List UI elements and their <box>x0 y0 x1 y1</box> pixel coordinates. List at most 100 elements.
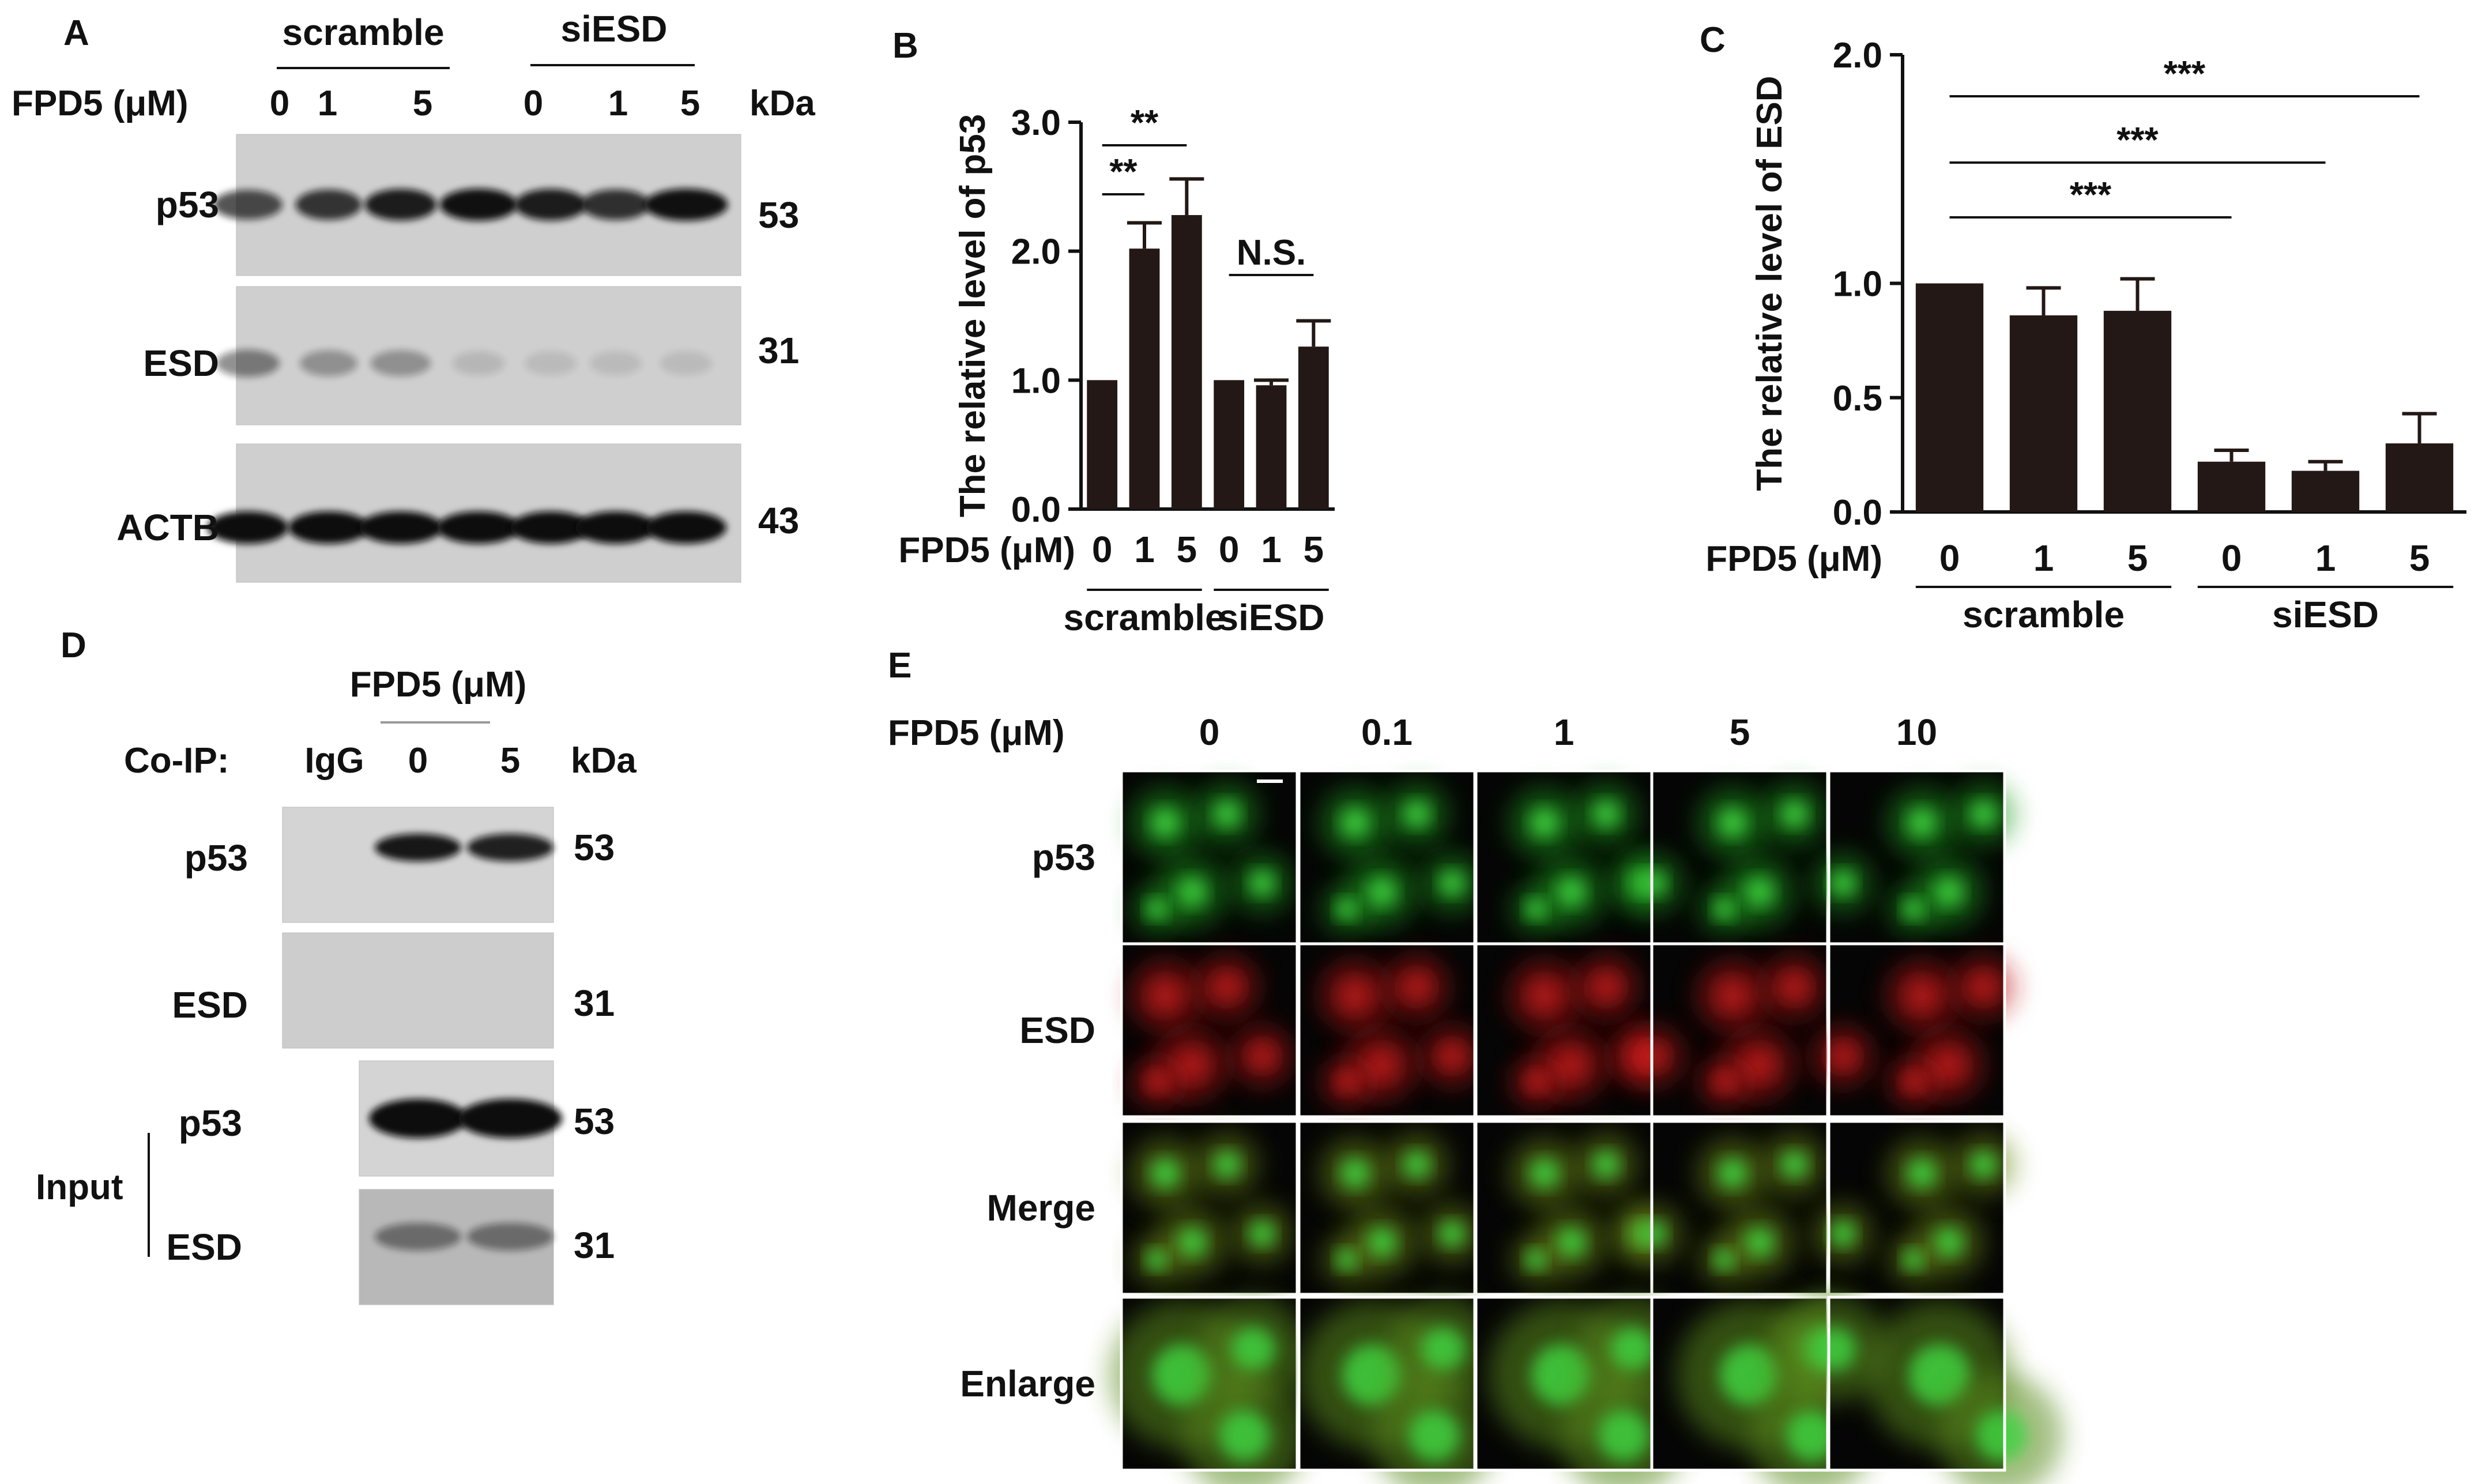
nucleus <box>1525 1249 1546 1270</box>
nucleus <box>1402 973 1432 1001</box>
micrograph-p53-0 <box>1120 769 1299 946</box>
nucleus <box>1146 1249 1167 1270</box>
nucleus <box>1150 808 1180 838</box>
nucleus <box>1421 1327 1466 1372</box>
nucleus <box>1830 871 1856 896</box>
significance-label-2: N.S. <box>1237 233 1306 273</box>
input-label: Input <box>36 1167 123 1207</box>
nucleus <box>1408 1410 1460 1462</box>
nucleus <box>1786 1410 1838 1462</box>
nucleus <box>1146 899 1167 920</box>
d-band <box>375 834 461 861</box>
group-label-siesd: siESD <box>561 8 668 50</box>
nucleus <box>1530 808 1560 838</box>
micrograph-p53-4 <box>1813 769 2016 946</box>
x-tick-label-1: 1 <box>1134 529 1155 570</box>
band <box>439 189 518 221</box>
nucleus <box>1177 1227 1207 1257</box>
band <box>644 189 728 221</box>
band <box>590 351 642 375</box>
nucleus <box>1176 1049 1208 1081</box>
nucleus <box>1177 877 1207 907</box>
e-dose-3: 5 <box>1730 711 1750 753</box>
panel-b: B 0.0 1.0 2.0 3.0 The relative level of p53 0… <box>892 26 1335 638</box>
nucleus <box>1598 1410 1650 1462</box>
d-band <box>467 834 553 861</box>
bar-1 <box>1129 248 1160 509</box>
nucleus <box>1403 1151 1430 1178</box>
y-tick-label-2: 1.0 <box>1833 265 1882 304</box>
chart-c: 0.0 0.5 1.0 2.0 The relative level of ESD 0 1 5… <box>1705 36 2466 635</box>
dose-label: FPD5 (μM) <box>12 84 189 123</box>
dose-5: 5 <box>680 84 700 123</box>
micrograph-border <box>1120 942 1299 1118</box>
nucleus <box>1780 973 1809 1001</box>
kda-31: 31 <box>758 330 799 371</box>
band <box>575 511 656 544</box>
bar-3 <box>2197 461 2266 512</box>
nucleus <box>1744 877 1774 907</box>
band <box>514 189 587 221</box>
d-blots: p53 53 ESD 31 p53 53 ESD 31 <box>166 807 615 1305</box>
y-axis-label: The relative level of p53 <box>953 114 993 518</box>
x-tick-label-1: 1 <box>2033 537 2054 579</box>
nucleus <box>1903 899 1924 920</box>
group-label-scramble: scramble <box>282 12 444 53</box>
nucleus <box>1336 1249 1357 1270</box>
bar-5 <box>2385 443 2454 512</box>
micrograph-enlarge-1 <box>1297 1295 1496 1484</box>
micrograph-enlarge-4 <box>1781 1295 2063 1484</box>
nucleus <box>1933 1227 1964 1257</box>
lane-5: 5 <box>500 741 520 781</box>
dose-0: 0 <box>270 84 289 123</box>
band <box>660 351 712 375</box>
e-row-label-esd: ESD <box>1019 1010 1095 1051</box>
d-blot-0 <box>282 807 554 923</box>
nucleus <box>1641 1221 1666 1246</box>
nucleus <box>1744 1227 1774 1257</box>
panel-d-letter: D <box>61 626 86 665</box>
nucleus <box>1439 1221 1465 1246</box>
d-dose-label: FPD5 (μM) <box>350 665 527 705</box>
band <box>208 511 288 544</box>
nucleus <box>1530 1158 1560 1188</box>
band <box>295 189 362 220</box>
significance-label-0: *** <box>2070 175 2112 215</box>
bar-0 <box>1087 380 1118 509</box>
nucleus <box>1366 877 1396 907</box>
nucleus <box>1212 973 1241 1001</box>
d-blot-label-3: ESD <box>166 1226 242 1268</box>
band <box>288 511 369 544</box>
micrograph-p53-2 <box>1474 769 1671 946</box>
nucleus <box>1439 871 1465 896</box>
micrograph-merge-0 <box>1120 1120 1299 1296</box>
e-dose-2: 1 <box>1554 711 1575 753</box>
nucleus <box>1718 1158 1747 1188</box>
micrograph-merge-3 <box>1624 1120 1829 1296</box>
nucleus <box>1249 1221 1275 1246</box>
x-tick-label-0: 0 <box>1939 537 1960 579</box>
micrograph-border <box>1827 1120 2006 1296</box>
nucleus <box>1365 1049 1398 1081</box>
e-dose-label: FPD5 (μM) <box>888 713 1065 753</box>
bar-3 <box>1214 380 1245 509</box>
nucleus <box>1525 899 1546 920</box>
micrograph-merge-1 <box>1297 1120 1482 1296</box>
y-tick-label-1: 1.0 <box>1011 361 1061 401</box>
bar-0 <box>1915 283 1984 512</box>
significance-label-2: *** <box>2164 54 2206 94</box>
nucleus <box>1716 980 1749 1012</box>
nucleus <box>1743 1049 1775 1081</box>
dose-4: 1 <box>608 84 628 123</box>
x-tick-label-3: 0 <box>1219 529 1240 570</box>
nucleus <box>1592 800 1619 828</box>
nucleus <box>1907 808 1937 838</box>
bar-2 <box>1171 215 1202 509</box>
nucleus <box>1556 1227 1586 1257</box>
blot-label-esd: ESD <box>143 342 219 384</box>
lane-0: 0 <box>408 741 428 781</box>
